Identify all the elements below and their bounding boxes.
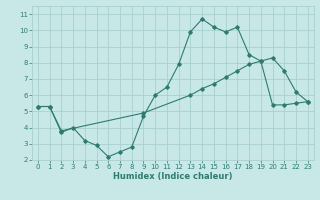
X-axis label: Humidex (Indice chaleur): Humidex (Indice chaleur) — [113, 172, 233, 181]
